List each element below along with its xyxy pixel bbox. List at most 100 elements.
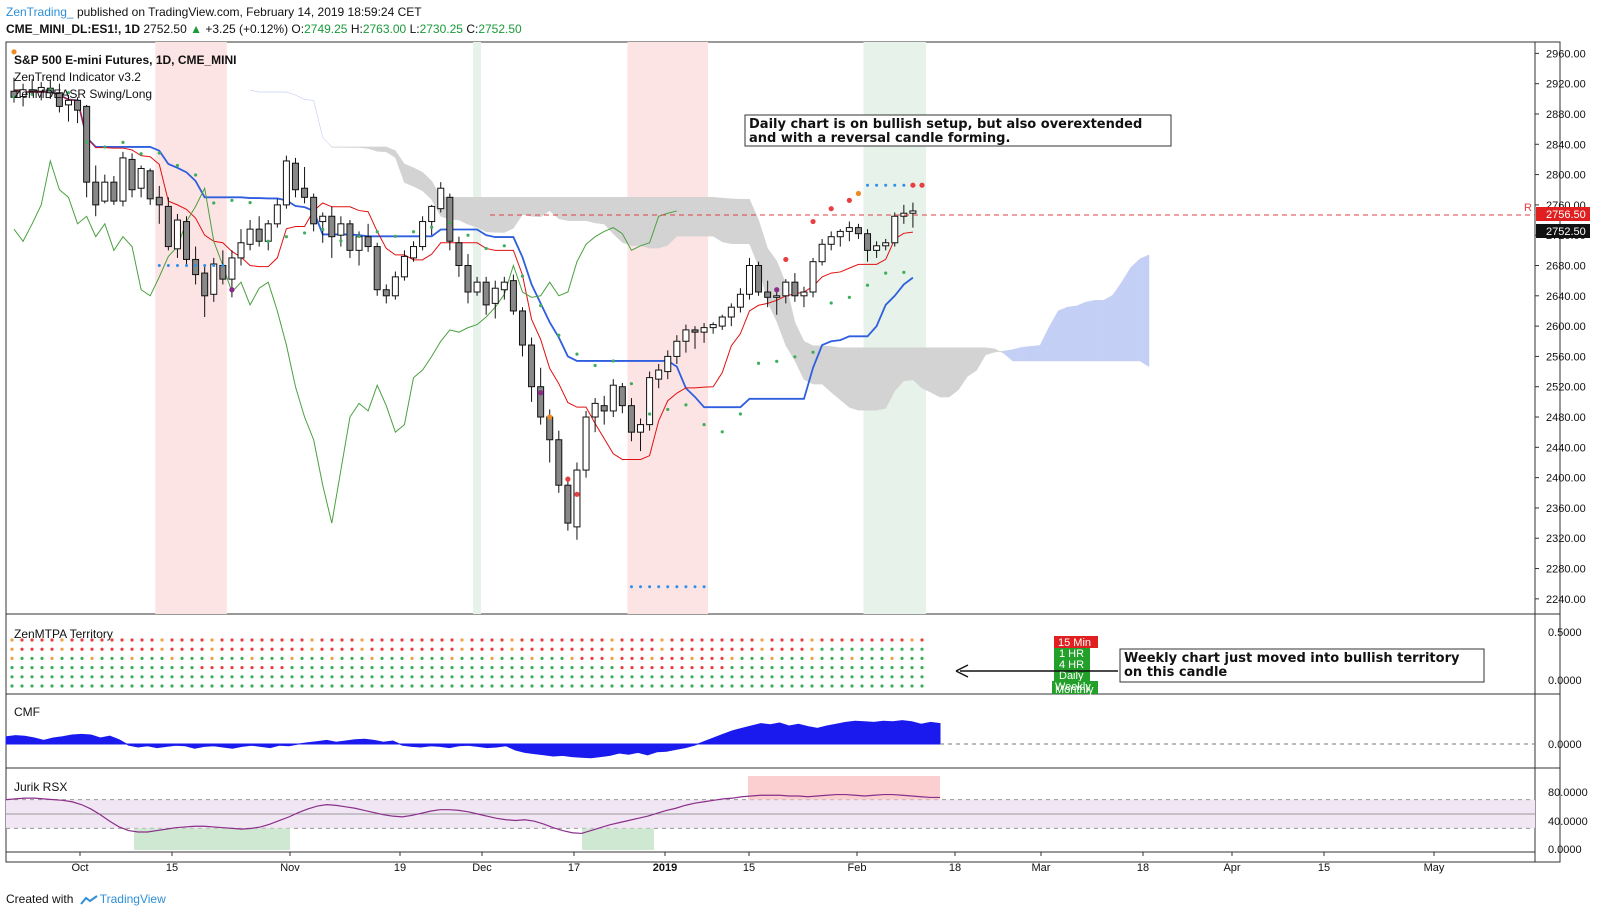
territory-dot <box>200 647 204 651</box>
territory-dot <box>450 656 454 661</box>
territory-dot <box>300 675 304 679</box>
territory-dot <box>490 675 494 679</box>
territory-dot <box>810 684 814 688</box>
marker-dot-11 <box>229 287 235 293</box>
territory-dot <box>870 656 874 661</box>
psar-dot <box>539 304 543 308</box>
psar-dot <box>520 274 525 278</box>
psar-dot <box>12 95 16 99</box>
rsx-oversold-zone <box>134 828 290 850</box>
territory-dot <box>20 675 24 679</box>
territory-dot <box>150 638 154 642</box>
territory-dot <box>890 666 894 670</box>
territory-dot <box>340 656 344 661</box>
territory-dot <box>690 656 694 661</box>
candle-body <box>782 281 790 297</box>
territory-dot <box>690 638 694 642</box>
territory-dot <box>80 656 84 661</box>
author-link[interactable]: ZenTrading_ <box>6 5 74 19</box>
territory-dot <box>440 675 444 679</box>
territory-dot <box>880 647 884 651</box>
territory-dot <box>340 675 344 679</box>
territory-dot <box>250 684 254 688</box>
chart-canvas[interactable]: 2240.00 2280.00 2320.00 2360.00 2400.00 2440.… <box>0 0 1602 880</box>
territory-dot <box>340 647 344 651</box>
territory-dot <box>150 647 154 651</box>
marker-dot-4 <box>828 206 834 212</box>
territory-dot <box>730 666 734 670</box>
territory-dot <box>260 647 264 651</box>
territory-dot <box>30 684 34 688</box>
territory-dot <box>820 656 824 661</box>
territory-dot <box>520 656 524 661</box>
territory-dot <box>650 638 654 642</box>
candle-body <box>137 168 145 189</box>
territory-dot <box>750 666 754 670</box>
psar-dot <box>48 88 52 92</box>
psar-dot <box>339 239 343 243</box>
territory-dot <box>790 656 794 661</box>
candle-body <box>909 210 917 214</box>
cloud-segment <box>767 247 777 322</box>
territory-dot <box>120 684 124 688</box>
territory-dot <box>100 666 104 670</box>
territory-dot <box>620 656 624 661</box>
territory-dot <box>660 638 664 642</box>
territory-dot <box>910 656 914 661</box>
territory-dot <box>810 675 814 679</box>
candle-body <box>600 405 608 412</box>
candle-body <box>564 484 572 524</box>
territory-dot <box>340 684 344 688</box>
price-tick-label-7: 2520.00 <box>1546 382 1586 394</box>
territory-dot <box>300 638 304 642</box>
territory-dot <box>630 675 634 679</box>
territory-dot <box>430 666 434 670</box>
territory-dot <box>70 647 74 651</box>
resistance-dot <box>893 183 897 187</box>
territory-dot <box>300 666 304 670</box>
candle-body <box>400 255 408 278</box>
price-tick-label-10: 2640.00 <box>1546 291 1586 303</box>
tradingview-link[interactable]: TradingView <box>99 892 166 906</box>
territory-dot <box>130 647 134 651</box>
territory-dot <box>570 666 574 670</box>
territory-dot <box>780 647 784 651</box>
marker-dot-6 <box>910 182 916 188</box>
territory-dot <box>80 666 84 670</box>
territory-dot <box>890 675 894 679</box>
territory-dot <box>590 675 594 679</box>
territory-dot <box>710 638 714 642</box>
territory-dot <box>140 666 144 670</box>
psar-dot <box>121 140 125 144</box>
territory-dot <box>310 675 314 679</box>
cloud-segment <box>1048 310 1059 362</box>
territory-dot <box>630 638 634 642</box>
candle-body <box>464 264 472 293</box>
marker-dot-3 <box>810 218 816 225</box>
territory-dot <box>300 647 304 651</box>
territory-dot <box>550 638 554 642</box>
territory-dot <box>890 684 894 688</box>
territory-dot <box>170 684 174 688</box>
territory-dot <box>380 666 384 670</box>
tf-1hr-bg <box>1054 648 1090 659</box>
candle-body <box>119 157 127 202</box>
candle-body <box>745 264 753 295</box>
territory-dot <box>430 638 434 642</box>
territory-dot <box>760 684 764 688</box>
psar-dot <box>720 430 724 434</box>
candle-body <box>655 369 663 380</box>
symbol-label: CME_MINI_DL:ES1!, 1D <box>6 22 141 36</box>
cloud-segment <box>476 197 487 233</box>
time-axis[interactable]: Oct 15 Nov 19 Dec 17 2019 15 Feb 18 Mar 18 Apr 15 May <box>71 852 1445 874</box>
territory-dot <box>290 684 294 688</box>
territory-dot <box>460 675 464 679</box>
territory-dot <box>530 684 534 688</box>
indicator-zentrend: ZenTrend Indicator v3.2 <box>14 70 141 84</box>
candle-body <box>364 236 372 248</box>
price-axis[interactable]: 2240.00 2280.00 2320.00 2360.00 2400.00 2440.… <box>1535 48 1586 606</box>
territory-dot <box>90 684 94 688</box>
territory-dot <box>20 684 24 688</box>
territory-dot <box>580 675 584 679</box>
territory-dot <box>490 647 494 651</box>
